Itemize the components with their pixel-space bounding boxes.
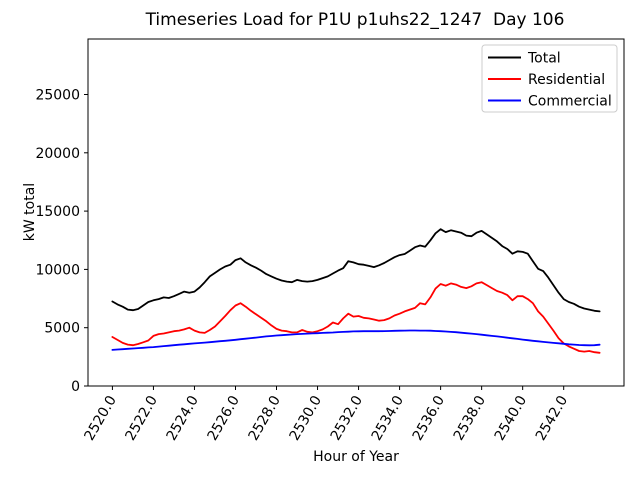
- legend-label: Total: [527, 51, 561, 67]
- y-tick-label: 10000: [35, 262, 80, 278]
- x-axis-label: Hour of Year: [313, 449, 399, 465]
- legend-label: Commercial: [528, 94, 612, 110]
- y-axis-label: kW total: [22, 183, 38, 241]
- series-line-commercial: [111, 329, 601, 351]
- y-tick-label: 25000: [35, 88, 80, 104]
- y-tick-label: 15000: [35, 204, 80, 220]
- legend-entry-total[interactable]: Total: [488, 51, 561, 67]
- legend-entry-residential[interactable]: Residential: [488, 72, 605, 88]
- y-tick-label: 0: [71, 379, 80, 395]
- legend-box: [481, 44, 618, 113]
- axes-frame: [87, 38, 625, 387]
- legend: Total Residential Commercial: [481, 44, 618, 113]
- legend-label: Residential: [528, 72, 605, 88]
- y-tick-label: 5000: [44, 321, 80, 337]
- legend-entry-commercial[interactable]: Commercial: [488, 94, 612, 110]
- data-lines: [111, 228, 601, 354]
- series-line-total: [111, 228, 601, 313]
- chart-title: Timeseries Load for P1U p1uhs22_1247 Day…: [145, 10, 565, 30]
- y-tick-label: 20000: [35, 146, 80, 162]
- plot-area: [87, 38, 625, 387]
- series-line-residential: [111, 281, 601, 354]
